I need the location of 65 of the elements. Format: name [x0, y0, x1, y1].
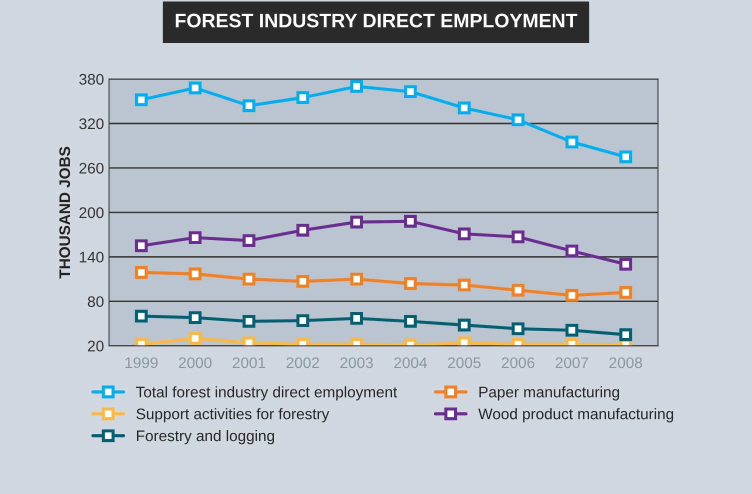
- legend-label: Forestry and logging: [136, 430, 274, 444]
- y-tick-label: 200: [79, 207, 104, 218]
- point: [458, 102, 471, 114]
- point: [134, 239, 148, 252]
- y-tick-label: 20: [88, 340, 104, 352]
- point: [512, 284, 524, 297]
- point: [512, 322, 524, 336]
- legend-label: Paper manufacturing: [479, 386, 620, 400]
- point: [404, 277, 417, 290]
- x-tick-label: 2008: [609, 357, 642, 368]
- point: [404, 214, 417, 228]
- point: [242, 99, 256, 112]
- point: [458, 228, 471, 240]
- point: [566, 289, 578, 302]
- point: [296, 224, 310, 237]
- y-tick-label: 140: [80, 252, 104, 263]
- x-tick-label: 2007: [556, 357, 588, 368]
- point: [512, 113, 524, 126]
- point: [566, 136, 578, 148]
- x-tick-label: 2003: [340, 357, 373, 368]
- point: [188, 311, 202, 324]
- point: [458, 278, 471, 292]
- x-tick-label: 2006: [502, 357, 534, 368]
- point: [619, 286, 632, 299]
- point: [188, 268, 202, 280]
- point: [134, 310, 148, 323]
- point: [134, 266, 148, 279]
- point: [350, 312, 363, 325]
- point: [350, 80, 363, 93]
- x-tick-label: 2005: [448, 357, 481, 368]
- point: [566, 244, 578, 258]
- y-tick-label: 320: [79, 118, 104, 130]
- y-tick-label: 260: [79, 162, 104, 174]
- x-tick-label: 2002: [286, 357, 320, 368]
- y-tick-label: 380: [79, 74, 104, 85]
- point: [296, 314, 310, 327]
- point: [296, 91, 310, 104]
- legend-label: Support activities for forestry: [136, 408, 330, 422]
- x-tick-label: 2004: [394, 357, 427, 368]
- point: [458, 318, 471, 332]
- y-axis-title: THOUSAND JOBS: [59, 146, 70, 278]
- point: [188, 332, 202, 345]
- y-tick-label: 80: [88, 296, 104, 308]
- point: [188, 231, 202, 244]
- chart-title: FOREST INDUSTRY DIRECT EMPLOYMENT: [176, 14, 578, 28]
- point: [619, 258, 632, 271]
- x-tick-label: 2001: [232, 357, 266, 368]
- point: [404, 314, 417, 328]
- point: [296, 274, 310, 288]
- point: [566, 324, 578, 337]
- point: [619, 328, 632, 342]
- point: [404, 85, 417, 98]
- point: [188, 82, 202, 94]
- x-tick-label: 2000: [178, 357, 212, 368]
- point: [350, 272, 363, 286]
- point: [512, 230, 524, 244]
- point: [350, 216, 363, 228]
- x-tick-label: 1999: [126, 357, 158, 368]
- legend-label: Wood product manufacturing: [478, 408, 674, 422]
- point: [619, 150, 632, 164]
- point: [242, 272, 256, 286]
- point: [242, 234, 256, 247]
- point: [134, 93, 148, 106]
- legend-label: Total forest industry direct employment: [136, 386, 398, 400]
- point: [242, 314, 256, 328]
